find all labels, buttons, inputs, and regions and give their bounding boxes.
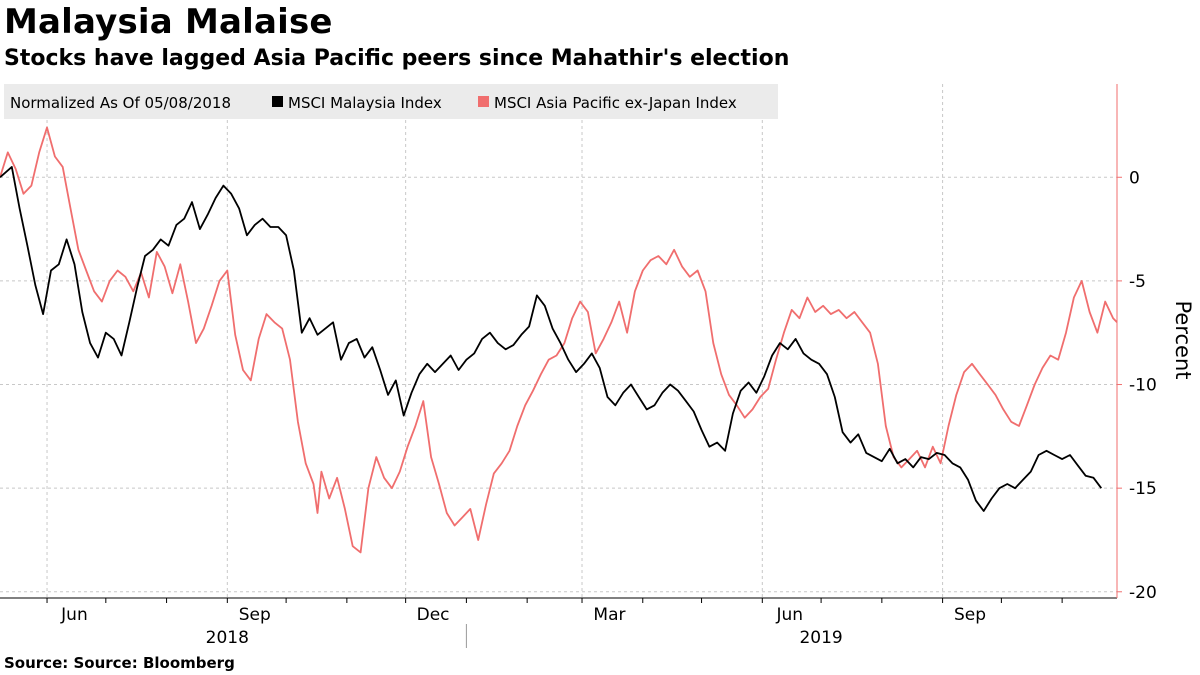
legend-swatch-malaysia xyxy=(272,96,283,107)
axes: 0 -5 -10 -15 -20 Jun Sep Dec Mar Jun Sep 2018 2019 xyxy=(0,84,1157,648)
legend-box xyxy=(4,84,778,119)
y-tick-label: -15 xyxy=(1129,479,1157,499)
x-year-label: 2019 xyxy=(799,628,842,648)
series-lines xyxy=(0,126,1118,554)
x-tick-label: Mar xyxy=(593,605,625,625)
x-tick-label: Sep xyxy=(954,605,986,625)
x-tick-label: Dec xyxy=(417,605,450,625)
legend-label-asia-pacific: MSCI Asia Pacific ex-Japan Index xyxy=(494,94,737,112)
chart-subtitle: Stocks have lagged Asia Pacific peers si… xyxy=(4,46,790,71)
y-tick-label: -5 xyxy=(1129,272,1146,292)
x-tick-label: Sep xyxy=(239,605,271,625)
x-tick-label: Jun xyxy=(60,605,88,625)
x-tick-label: Jun xyxy=(775,605,803,625)
grid-lines xyxy=(0,84,1117,598)
legend: Normalized As Of 05/08/2018 MSCI Malaysi… xyxy=(4,84,778,119)
y-axis-label: Percent xyxy=(1171,300,1195,379)
series-line-asia-pacific xyxy=(0,126,1118,554)
y-tick-label: 0 xyxy=(1129,168,1140,188)
legend-swatch-asia-pacific xyxy=(478,96,489,107)
chart-title: Malaysia Malaise xyxy=(4,2,333,42)
x-year-label: 2018 xyxy=(206,628,249,648)
source-note: Source: Source: Bloomberg xyxy=(4,654,235,672)
y-tick-label: -20 xyxy=(1129,583,1157,603)
legend-label-malaysia: MSCI Malaysia Index xyxy=(288,94,442,112)
y-tick-label: -10 xyxy=(1129,376,1157,396)
series-line-malaysia xyxy=(0,166,1103,512)
legend-note: Normalized As Of 05/08/2018 xyxy=(10,94,231,112)
